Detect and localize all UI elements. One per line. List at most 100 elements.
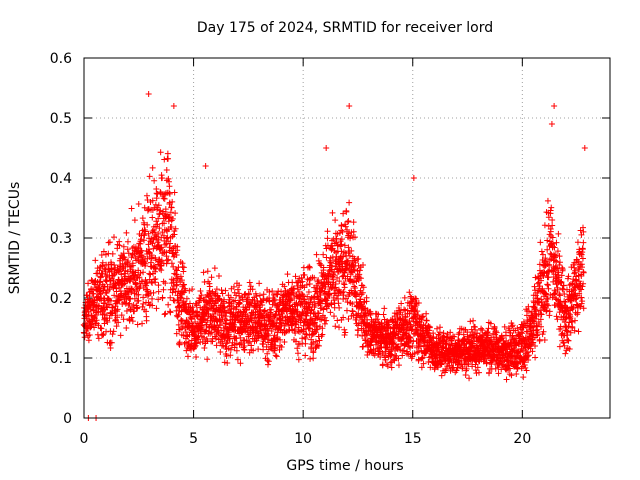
data-point xyxy=(213,342,220,349)
data-point xyxy=(514,365,521,372)
data-point xyxy=(344,226,351,233)
data-point xyxy=(179,260,186,267)
data-point xyxy=(523,367,530,374)
data-point xyxy=(549,234,556,241)
data-point xyxy=(130,301,137,308)
data-point xyxy=(303,281,310,288)
data-point xyxy=(140,300,147,307)
data-point xyxy=(566,346,573,353)
data-point xyxy=(554,284,561,291)
data-point xyxy=(227,310,234,317)
data-point xyxy=(317,292,324,299)
data-point xyxy=(559,266,566,273)
data-point xyxy=(547,225,554,232)
data-point xyxy=(447,329,454,336)
data-point xyxy=(189,286,196,293)
data-point xyxy=(409,342,416,349)
data-point xyxy=(155,230,162,237)
data-point xyxy=(420,360,427,367)
data-point xyxy=(151,177,158,184)
x-axis-label: GPS time / hours xyxy=(286,458,403,474)
data-point xyxy=(165,301,172,308)
data-point xyxy=(531,304,538,311)
data-point xyxy=(536,283,543,290)
data-point xyxy=(236,292,243,299)
data-point xyxy=(319,331,326,338)
data-point xyxy=(204,306,211,313)
data-point xyxy=(219,338,226,345)
data-point xyxy=(346,252,353,259)
data-point xyxy=(162,310,169,317)
data-point xyxy=(203,321,210,328)
data-point xyxy=(538,311,545,318)
data-point xyxy=(415,348,422,355)
data-point xyxy=(343,208,350,215)
data-point xyxy=(411,350,418,357)
data-point xyxy=(344,299,351,306)
data-point xyxy=(482,355,489,362)
y-tick-label: 0 xyxy=(63,411,72,427)
data-point xyxy=(538,323,545,330)
data-point xyxy=(153,305,160,312)
data-point xyxy=(86,332,93,339)
data-point xyxy=(499,335,506,342)
y-tick-label: 0.3 xyxy=(50,231,72,247)
data-point xyxy=(375,311,382,318)
data-point xyxy=(382,356,389,363)
data-point xyxy=(392,332,399,339)
data-point xyxy=(204,268,211,275)
data-point xyxy=(483,360,490,367)
data-point xyxy=(401,294,408,301)
data-point xyxy=(405,343,412,350)
data-point xyxy=(352,293,359,300)
data-point xyxy=(537,310,544,317)
data-point xyxy=(158,172,165,179)
data-point xyxy=(234,286,241,293)
data-point xyxy=(156,265,163,272)
data-point xyxy=(551,244,558,251)
data-point xyxy=(139,215,146,222)
y-tick-label: 0.2 xyxy=(50,291,72,307)
data-point xyxy=(308,336,315,343)
data-point xyxy=(260,308,267,315)
data-point xyxy=(562,350,569,357)
data-point xyxy=(466,375,473,382)
data-point xyxy=(217,348,224,355)
data-point xyxy=(399,311,406,318)
data-point xyxy=(532,342,539,349)
data-point xyxy=(99,332,106,339)
data-point xyxy=(281,338,288,345)
data-point xyxy=(85,337,92,344)
data-point xyxy=(394,311,401,318)
data-point xyxy=(96,267,103,274)
data-point xyxy=(341,242,348,249)
data-point xyxy=(294,302,301,309)
data-point xyxy=(498,333,505,340)
data-point xyxy=(352,284,359,291)
data-point xyxy=(320,251,327,258)
data-point xyxy=(310,339,317,346)
data-point xyxy=(537,239,544,246)
data-point xyxy=(475,357,482,364)
data-point xyxy=(139,320,146,327)
data-point xyxy=(572,296,579,303)
data-point xyxy=(169,198,176,205)
data-point xyxy=(178,277,185,284)
data-point xyxy=(135,244,142,251)
data-point xyxy=(546,256,553,263)
data-point xyxy=(200,334,207,341)
data-point xyxy=(329,209,336,216)
data-point xyxy=(124,246,131,253)
data-point xyxy=(246,291,253,298)
data-point xyxy=(139,256,146,263)
data-point xyxy=(324,235,331,242)
data-point xyxy=(565,323,572,330)
data-point xyxy=(512,342,519,349)
data-point xyxy=(485,332,492,339)
data-point xyxy=(176,339,183,346)
data-point xyxy=(101,311,108,318)
data-point xyxy=(158,244,165,251)
data-point xyxy=(580,239,587,246)
data-point xyxy=(326,292,333,299)
data-point xyxy=(356,271,363,278)
